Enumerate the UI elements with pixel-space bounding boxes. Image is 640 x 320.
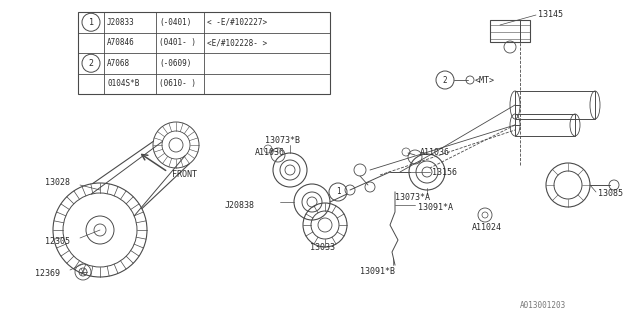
Text: 2: 2 (443, 76, 447, 84)
Text: J20833: J20833 (107, 18, 135, 27)
Text: 13091*B: 13091*B (360, 268, 395, 276)
Text: 1: 1 (88, 18, 93, 27)
Text: 13073*A: 13073*A (395, 194, 430, 203)
Text: A013001203: A013001203 (520, 300, 566, 309)
Text: 12369: 12369 (35, 269, 60, 278)
Text: 13156: 13156 (432, 167, 457, 177)
Bar (515, 91, 595, 119)
Text: 12305: 12305 (45, 237, 70, 246)
Text: 0104S*B: 0104S*B (107, 79, 140, 88)
Text: FRONT: FRONT (172, 170, 197, 179)
Bar (78, 12, 330, 94)
Text: 13073*B: 13073*B (265, 135, 300, 145)
Text: (0610- ): (0610- ) (159, 79, 196, 88)
Text: 13028: 13028 (45, 178, 70, 187)
Text: <MT>: <MT> (475, 76, 495, 84)
Text: (0401- ): (0401- ) (159, 38, 196, 47)
Text: 13085: 13085 (598, 189, 623, 198)
Text: 13145: 13145 (538, 10, 563, 19)
Text: A11024: A11024 (472, 223, 502, 233)
Text: A7068: A7068 (107, 59, 130, 68)
Text: 13091*A: 13091*A (418, 204, 453, 212)
Text: A70846: A70846 (107, 38, 135, 47)
Text: < -E/#102227>: < -E/#102227> (207, 18, 267, 27)
Bar (490, 20, 530, 42)
Text: <E/#102228- >: <E/#102228- > (207, 38, 267, 47)
Text: 13033: 13033 (310, 244, 335, 252)
Text: 2: 2 (88, 59, 93, 68)
Text: J20838: J20838 (225, 201, 255, 210)
Bar (515, 114, 575, 136)
Text: 1: 1 (336, 188, 340, 196)
Text: A11036: A11036 (420, 148, 450, 156)
Text: A11036: A11036 (255, 148, 285, 156)
Text: (-0609): (-0609) (159, 59, 191, 68)
Text: (-0401): (-0401) (159, 18, 191, 27)
